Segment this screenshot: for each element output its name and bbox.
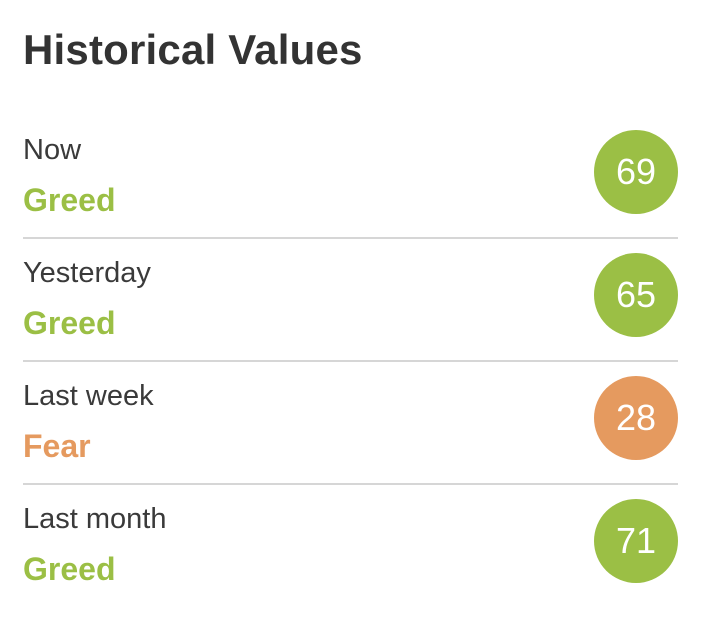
row-sentiment-label: Greed — [23, 551, 116, 587]
row-period-label: Last month — [23, 503, 167, 535]
row-value-badge: 65 — [594, 253, 678, 337]
row-value-badge: 28 — [594, 376, 678, 460]
historical-row-yesterday: Yesterday Greed 65 — [23, 239, 678, 362]
row-sentiment-label: Greed — [23, 182, 116, 218]
historical-row-now: Now Greed 69 — [23, 116, 678, 239]
row-sentiment-label: Greed — [23, 305, 116, 341]
historical-values-list: Now Greed 69 Yesterday Greed 65 Last wee… — [23, 116, 678, 608]
panel-title: Historical Values — [23, 26, 363, 73]
row-period-label: Yesterday — [23, 257, 151, 289]
row-value-badge: 69 — [594, 130, 678, 214]
historical-row-last-month: Last month Greed 71 — [23, 485, 678, 608]
historical-row-last-week: Last week Fear 28 — [23, 362, 678, 485]
row-sentiment-label: Fear — [23, 428, 91, 464]
row-period-label: Last week — [23, 380, 154, 412]
row-period-label: Now — [23, 134, 82, 166]
row-value-badge: 71 — [594, 499, 678, 583]
